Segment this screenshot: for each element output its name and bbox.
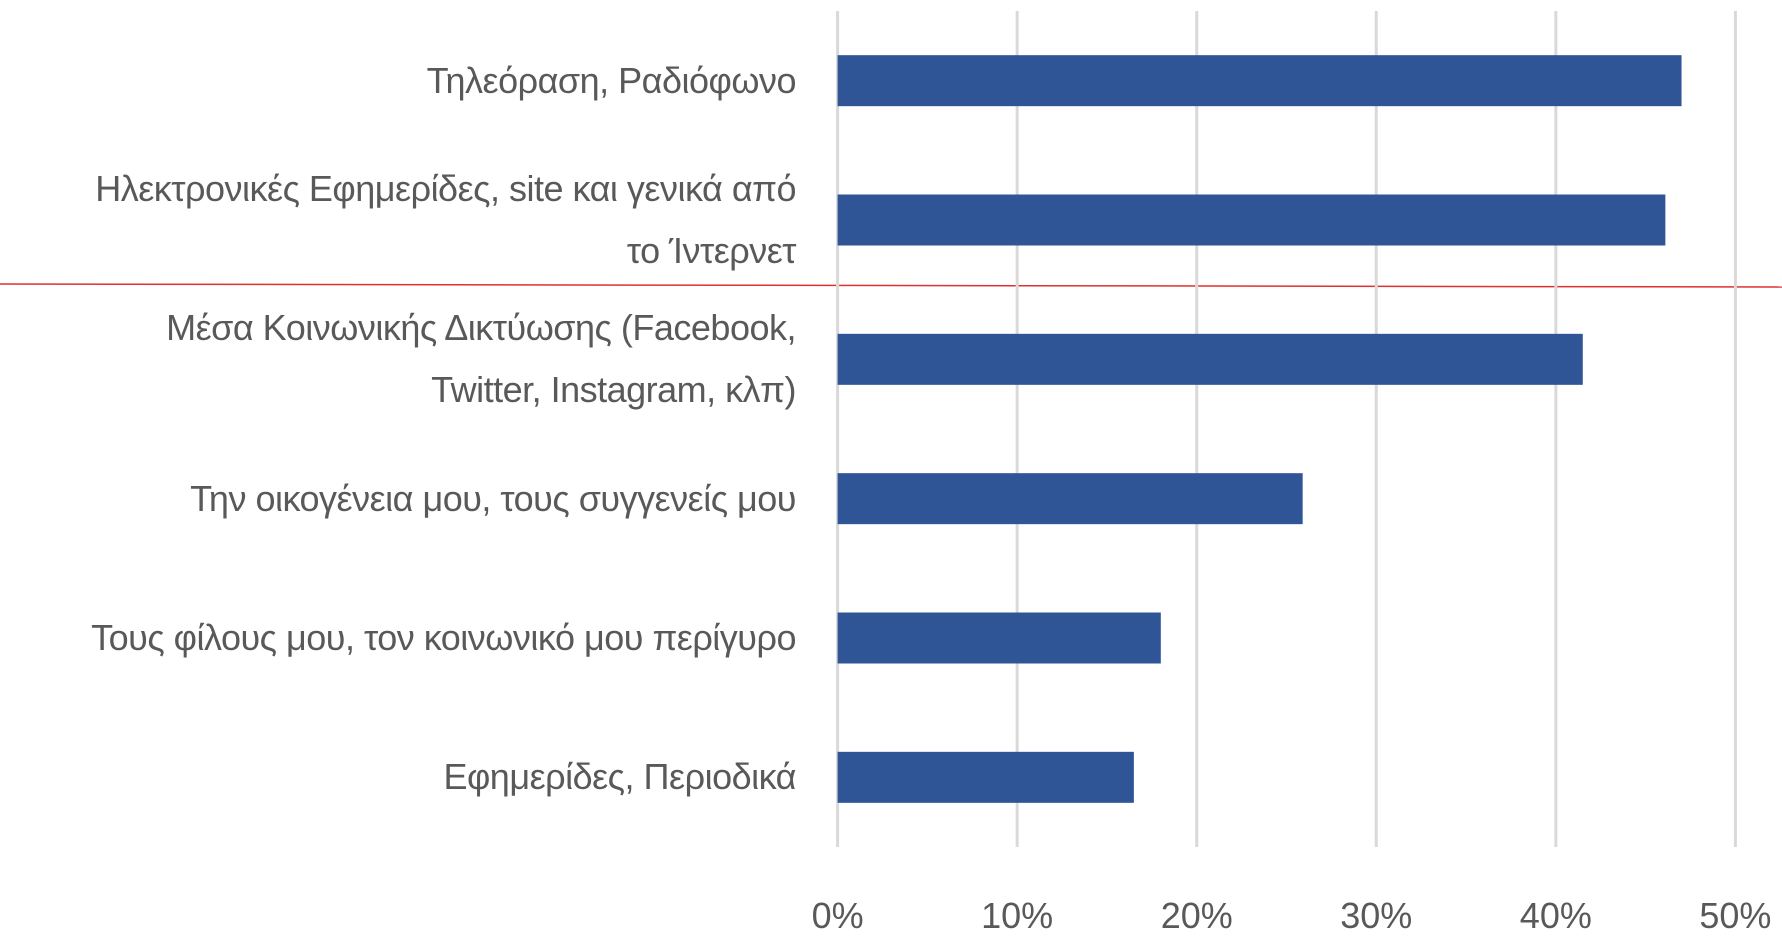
x-tick-label: 10% xyxy=(981,895,1053,936)
red-rule xyxy=(0,283,1782,288)
category-label: Ηλεκτρονικές Εφημερίδες, site και γενικά… xyxy=(95,168,796,271)
x-tick-label: 0% xyxy=(812,895,864,936)
x-tick-label: 40% xyxy=(1520,895,1592,936)
bar xyxy=(837,612,1161,664)
bar xyxy=(837,194,1666,246)
bar xyxy=(837,751,1134,803)
category-label: Την οικογένεια μου, τους συγγενείς μου xyxy=(190,477,796,519)
category-label: Μέσα Κοινωνικής Δικτύωσης (Facebook, Twi… xyxy=(166,307,796,411)
category-label: Τους φίλους μου, τον κοινωνικό μου περίγ… xyxy=(91,617,796,658)
bar xyxy=(837,55,1682,107)
x-tick-label: 30% xyxy=(1340,895,1412,936)
category-label: Εφημερίδες, Περιοδικά xyxy=(443,756,796,798)
x-tick-label: 50% xyxy=(1699,895,1771,936)
x-tick-label: 20% xyxy=(1161,895,1233,936)
bar xyxy=(837,473,1303,525)
category-label: Τηλεόραση, Ραδιόφωνο xyxy=(426,59,797,101)
bar xyxy=(837,333,1583,385)
